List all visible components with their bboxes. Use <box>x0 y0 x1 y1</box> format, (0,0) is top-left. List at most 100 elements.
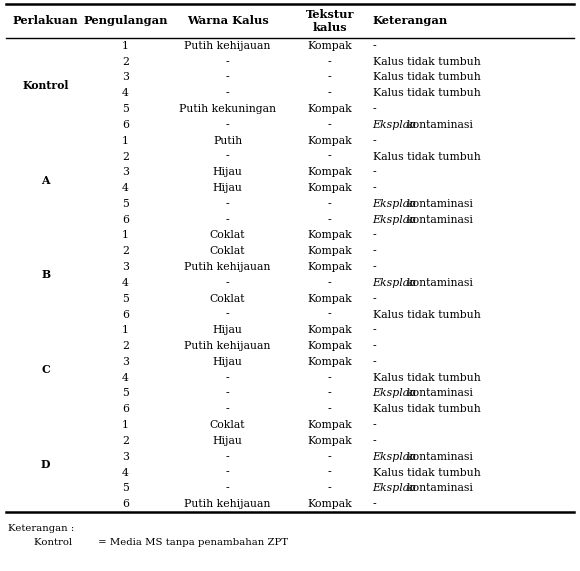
Text: -: - <box>226 120 229 130</box>
Text: 6: 6 <box>122 120 129 130</box>
Text: 2: 2 <box>122 57 129 67</box>
Text: -: - <box>226 309 229 320</box>
Text: Putih kehijauan: Putih kehijauan <box>184 341 271 351</box>
Text: 6: 6 <box>122 499 129 509</box>
Text: 1: 1 <box>122 136 129 146</box>
Text: 1: 1 <box>122 420 129 430</box>
Text: -: - <box>328 199 332 209</box>
Text: Eksplan: Eksplan <box>372 120 417 130</box>
Text: -: - <box>328 452 332 462</box>
Text: Kalus tidak tumbuh: Kalus tidak tumbuh <box>372 373 480 383</box>
Text: -: - <box>372 420 376 430</box>
Text: Kontrol: Kontrol <box>23 80 69 91</box>
Text: kontaminasi: kontaminasi <box>407 452 474 462</box>
Text: -: - <box>328 73 332 82</box>
Text: -: - <box>372 499 376 509</box>
Text: Kompak: Kompak <box>307 357 352 367</box>
Text: -: - <box>226 452 229 462</box>
Text: Putih kekuningan: Putih kekuningan <box>179 104 276 114</box>
Text: Hijau: Hijau <box>213 357 242 367</box>
Text: kontaminasi: kontaminasi <box>407 215 474 225</box>
Text: 5: 5 <box>122 293 129 304</box>
Text: -: - <box>372 293 376 304</box>
Text: Hijau: Hijau <box>213 325 242 335</box>
Text: -: - <box>226 151 229 162</box>
Text: 3: 3 <box>122 452 129 462</box>
Text: Kompak: Kompak <box>307 420 352 430</box>
Text: Coklat: Coklat <box>210 231 245 240</box>
Text: 3: 3 <box>122 262 129 272</box>
Text: -: - <box>226 215 229 225</box>
Text: Kompak: Kompak <box>307 183 352 193</box>
Text: 4: 4 <box>122 89 129 98</box>
Text: -: - <box>328 215 332 225</box>
Text: 6: 6 <box>122 215 129 225</box>
Text: 6: 6 <box>122 309 129 320</box>
Text: 2: 2 <box>122 341 129 351</box>
Text: Kalus tidak tumbuh: Kalus tidak tumbuh <box>372 89 480 98</box>
Text: -: - <box>226 278 229 288</box>
Text: Eksplan: Eksplan <box>372 452 417 462</box>
Text: Keterangan :: Keterangan : <box>8 524 74 533</box>
Text: -: - <box>372 357 376 367</box>
Text: D: D <box>41 459 50 470</box>
Text: Kalus tidak tumbuh: Kalus tidak tumbuh <box>372 151 480 162</box>
Text: 5: 5 <box>122 388 129 399</box>
Text: -: - <box>372 104 376 114</box>
Text: -: - <box>372 262 376 272</box>
Text: -: - <box>372 246 376 256</box>
Text: -: - <box>372 167 376 178</box>
Text: -: - <box>328 278 332 288</box>
Text: -: - <box>328 57 332 67</box>
Text: -: - <box>226 89 229 98</box>
Text: Kompak: Kompak <box>307 262 352 272</box>
Text: 6: 6 <box>122 404 129 415</box>
Text: kontaminasi: kontaminasi <box>407 388 474 399</box>
Text: -: - <box>226 483 229 493</box>
Text: Hijau: Hijau <box>213 183 242 193</box>
Text: -: - <box>328 388 332 399</box>
Text: 2: 2 <box>122 246 129 256</box>
Text: -: - <box>328 89 332 98</box>
Text: -: - <box>226 468 229 477</box>
Text: 5: 5 <box>122 483 129 493</box>
Text: 1: 1 <box>122 231 129 240</box>
Text: Perlakuan: Perlakuan <box>13 15 79 26</box>
Text: Eksplan: Eksplan <box>372 483 417 493</box>
Text: 4: 4 <box>122 468 129 477</box>
Text: Kompak: Kompak <box>307 436 352 446</box>
Text: -: - <box>328 468 332 477</box>
Text: -: - <box>372 436 376 446</box>
Text: Tekstur
kalus: Tekstur kalus <box>306 9 354 33</box>
Text: 4: 4 <box>122 373 129 383</box>
Text: Kalus tidak tumbuh: Kalus tidak tumbuh <box>372 468 480 477</box>
Text: Putih kehijauan: Putih kehijauan <box>184 41 271 51</box>
Text: -: - <box>372 41 376 51</box>
Text: Kompak: Kompak <box>307 325 352 335</box>
Text: Kompak: Kompak <box>307 41 352 51</box>
Text: Kompak: Kompak <box>307 104 352 114</box>
Text: Kompak: Kompak <box>307 136 352 146</box>
Text: kontaminasi: kontaminasi <box>407 199 474 209</box>
Text: B: B <box>41 270 50 280</box>
Text: 5: 5 <box>122 104 129 114</box>
Text: -: - <box>328 404 332 415</box>
Text: Kompak: Kompak <box>307 293 352 304</box>
Text: 5: 5 <box>122 199 129 209</box>
Text: Eksplan: Eksplan <box>372 215 417 225</box>
Text: -: - <box>372 341 376 351</box>
Text: Warna Kalus: Warna Kalus <box>187 15 269 26</box>
Text: -: - <box>372 136 376 146</box>
Text: Kalus tidak tumbuh: Kalus tidak tumbuh <box>372 57 480 67</box>
Text: 2: 2 <box>122 151 129 162</box>
Text: -: - <box>372 231 376 240</box>
Text: -: - <box>328 309 332 320</box>
Text: C: C <box>41 364 50 375</box>
Text: -: - <box>328 151 332 162</box>
Text: Kontrol        = Media MS tanpa penambahan ZPT: Kontrol = Media MS tanpa penambahan ZPT <box>8 538 288 547</box>
Text: 4: 4 <box>122 278 129 288</box>
Text: Kalus tidak tumbuh: Kalus tidak tumbuh <box>372 73 480 82</box>
Text: Putih: Putih <box>213 136 242 146</box>
Text: Kompak: Kompak <box>307 341 352 351</box>
Text: -: - <box>328 483 332 493</box>
